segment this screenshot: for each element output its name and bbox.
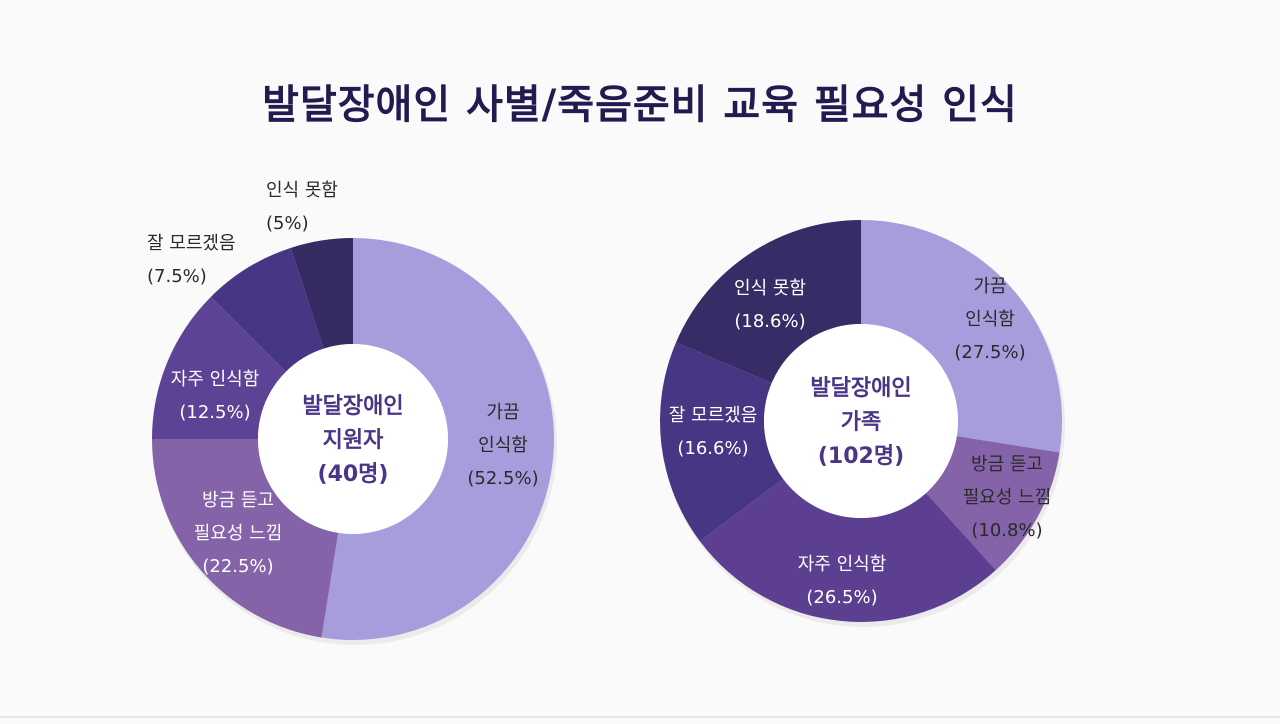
slice-category-label: 방금 듣고 (971, 454, 1043, 475)
donut-slice (210, 247, 324, 372)
slice-label: 인식 못함 (18.6%) (734, 278, 806, 332)
slice-label: 인식 못함 (5%) (266, 180, 338, 234)
slice-category-label: 방금 듣고 (202, 490, 274, 511)
slice-category-label: 필요성 느낌 (963, 487, 1052, 508)
slice-label: 잘 모르겠음 (16.6%) (669, 405, 758, 459)
donut-slice (152, 439, 339, 638)
center-label-line: 발달장애인 (810, 376, 911, 401)
donut-slice (699, 478, 996, 622)
donut-hole (764, 324, 958, 518)
donut-slice (152, 296, 286, 439)
slice-value-label: (16.6%) (677, 438, 748, 459)
center-label-line: 지원자 (323, 428, 384, 453)
donut-slice (926, 436, 1060, 571)
slice-value-label: (10.8%) (971, 520, 1042, 541)
slice-category-label: 잘 모르겠음 (669, 405, 758, 426)
slice-category-label: 필요성 느낌 (194, 523, 283, 544)
slice-value-label: (26.5%) (806, 587, 877, 608)
donut-slice (659, 342, 784, 542)
slice-category-label: 인식함 (965, 309, 1015, 330)
slice-value-label: (52.5%) (467, 468, 538, 489)
slice-category-label: 인식함 (478, 435, 528, 456)
donut-slice (861, 220, 1062, 453)
center-label-line: (102명) (818, 444, 904, 469)
center-label-line: 발달장애인 (302, 394, 403, 419)
donut-slice (290, 238, 353, 349)
slice-category-label: 자주 인식함 (171, 369, 260, 390)
slice-value-label: (22.5%) (202, 556, 273, 577)
center-label-line: (40명) (318, 462, 389, 487)
slice-category-label: 인식 못함 (266, 180, 338, 201)
slice-category-label: 가끔 (973, 276, 1006, 297)
donut-slice (321, 238, 555, 640)
slice-label: 자주 인식함 (26.5%) (798, 554, 887, 608)
slice-value-label: (18.6%) (734, 311, 805, 332)
page-title: 발달장애인 사별/죽음준비 교육 필요성 인식 (262, 82, 1018, 128)
slice-value-label: (27.5%) (954, 342, 1025, 363)
slice-category-label: 가끔 (486, 402, 519, 423)
slice-category-label: 잘 모르겠음 (147, 233, 236, 254)
slice-value-label: (12.5%) (179, 402, 250, 423)
slice-label: 잘 모르겠음 (7.5%) (147, 233, 236, 287)
slice-value-label: (5%) (266, 213, 309, 234)
donut-hole (258, 344, 448, 534)
slice-category-label: 인식 못함 (734, 278, 806, 299)
slice-label: 자주 인식함 (12.5%) (171, 369, 260, 423)
donut-slice (676, 220, 861, 384)
bottom-divider (0, 716, 1280, 718)
slice-category-label: 자주 인식함 (798, 554, 887, 575)
slice-value-label: (7.5%) (147, 266, 207, 287)
center-label-line: 가족 (841, 410, 881, 435)
